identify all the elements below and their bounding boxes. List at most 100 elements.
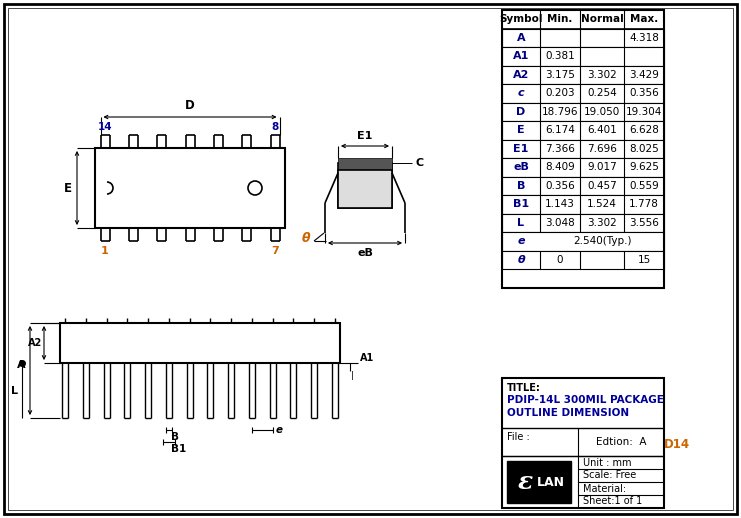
Text: 7.696: 7.696 — [587, 144, 617, 154]
Text: 7.366: 7.366 — [545, 144, 575, 154]
Bar — [338, 163, 392, 208]
Text: 3.302: 3.302 — [587, 70, 617, 80]
Bar — [502, 10, 664, 287]
Text: 0.356: 0.356 — [545, 181, 575, 191]
Text: OUTLINE DIMENSION: OUTLINE DIMENSION — [507, 408, 629, 418]
Text: 1.143: 1.143 — [545, 199, 575, 209]
Text: L: L — [11, 385, 18, 396]
Text: 8.025: 8.025 — [629, 144, 659, 154]
Text: TITLE:: TITLE: — [507, 383, 541, 393]
Bar — [507, 461, 571, 503]
Text: 0.356: 0.356 — [629, 88, 659, 98]
Text: A2: A2 — [27, 338, 42, 348]
Text: File :: File : — [507, 432, 530, 442]
Text: 3.556: 3.556 — [629, 218, 659, 228]
Text: Material:: Material: — [583, 483, 626, 494]
Text: 6.628: 6.628 — [629, 125, 659, 135]
Text: 9.625: 9.625 — [629, 162, 659, 172]
Text: D: D — [185, 99, 195, 112]
Text: B1: B1 — [513, 199, 529, 209]
Bar — [502, 103, 664, 121]
Bar — [502, 177, 664, 195]
Text: E1: E1 — [357, 131, 373, 141]
Text: A: A — [17, 361, 26, 370]
Text: Normal: Normal — [581, 15, 623, 24]
Bar — [502, 378, 664, 508]
Text: eB: eB — [513, 162, 529, 172]
Text: E1: E1 — [514, 144, 528, 154]
Text: 0.254: 0.254 — [587, 88, 617, 98]
Text: 6.174: 6.174 — [545, 125, 575, 135]
Text: LAN: LAN — [536, 476, 565, 488]
Text: 2.540(Typ.): 2.540(Typ.) — [573, 236, 631, 246]
Text: 1.524: 1.524 — [587, 199, 617, 209]
Bar — [502, 195, 664, 213]
Text: 0.559: 0.559 — [629, 181, 659, 191]
Text: E: E — [64, 181, 72, 194]
Text: Scale: Free: Scale: Free — [583, 470, 637, 481]
Bar — [502, 232, 664, 251]
Text: 0.457: 0.457 — [587, 181, 617, 191]
Text: A: A — [516, 33, 525, 43]
Text: 19.050: 19.050 — [584, 107, 620, 117]
Text: ε: ε — [517, 470, 533, 494]
Bar — [502, 251, 664, 269]
Text: 6.401: 6.401 — [587, 125, 617, 135]
Bar — [502, 139, 664, 158]
Text: 14: 14 — [98, 122, 113, 132]
Text: 3.048: 3.048 — [545, 218, 575, 228]
Bar — [502, 65, 664, 84]
Text: 1: 1 — [101, 246, 109, 256]
Text: e: e — [276, 425, 283, 435]
Text: Max.: Max. — [630, 15, 658, 24]
Text: B: B — [171, 432, 179, 442]
Text: θ: θ — [517, 255, 525, 265]
Text: PDIP-14L 300MIL PACKAGE: PDIP-14L 300MIL PACKAGE — [507, 395, 664, 405]
Bar — [502, 158, 664, 177]
Text: 3.429: 3.429 — [629, 70, 659, 80]
Text: 8.409: 8.409 — [545, 162, 575, 172]
Bar — [502, 47, 664, 65]
Text: 9.017: 9.017 — [587, 162, 617, 172]
Text: 7: 7 — [271, 246, 279, 256]
Text: Edtion:  A: Edtion: A — [596, 437, 646, 447]
Text: 3.302: 3.302 — [587, 218, 617, 228]
Text: A1: A1 — [360, 353, 374, 363]
Bar — [338, 158, 392, 170]
Text: A1: A1 — [513, 51, 529, 61]
Bar — [338, 170, 392, 208]
Text: 0.381: 0.381 — [545, 51, 575, 61]
Text: Unit : mm: Unit : mm — [583, 457, 631, 468]
Text: eB: eB — [357, 248, 373, 258]
Bar — [502, 121, 664, 139]
Text: D14: D14 — [664, 438, 690, 451]
Text: 1.778: 1.778 — [629, 199, 659, 209]
Text: 19.304: 19.304 — [626, 107, 662, 117]
Text: Min.: Min. — [548, 15, 573, 24]
Text: 0.203: 0.203 — [545, 88, 575, 98]
Text: A2: A2 — [513, 70, 529, 80]
Text: 18.796: 18.796 — [542, 107, 578, 117]
Text: C: C — [415, 158, 423, 168]
Text: Symbol: Symbol — [499, 15, 542, 24]
Text: 3.175: 3.175 — [545, 70, 575, 80]
Bar — [502, 28, 664, 47]
Text: D: D — [516, 107, 525, 117]
Text: B1: B1 — [171, 444, 186, 454]
Text: L: L — [517, 218, 525, 228]
Text: e: e — [517, 236, 525, 246]
Bar — [502, 84, 664, 103]
Bar — [502, 10, 664, 28]
Text: 15: 15 — [637, 255, 651, 265]
Text: E: E — [517, 125, 525, 135]
Bar — [502, 213, 664, 232]
Text: |: | — [350, 371, 353, 380]
Bar — [60, 323, 340, 363]
Text: c: c — [518, 88, 525, 98]
Text: B: B — [516, 181, 525, 191]
Text: 0: 0 — [556, 255, 563, 265]
Text: Sheet:1 of 1: Sheet:1 of 1 — [583, 496, 642, 507]
Bar — [95, 148, 285, 228]
Text: 8: 8 — [271, 122, 279, 132]
Text: θ: θ — [302, 232, 310, 244]
